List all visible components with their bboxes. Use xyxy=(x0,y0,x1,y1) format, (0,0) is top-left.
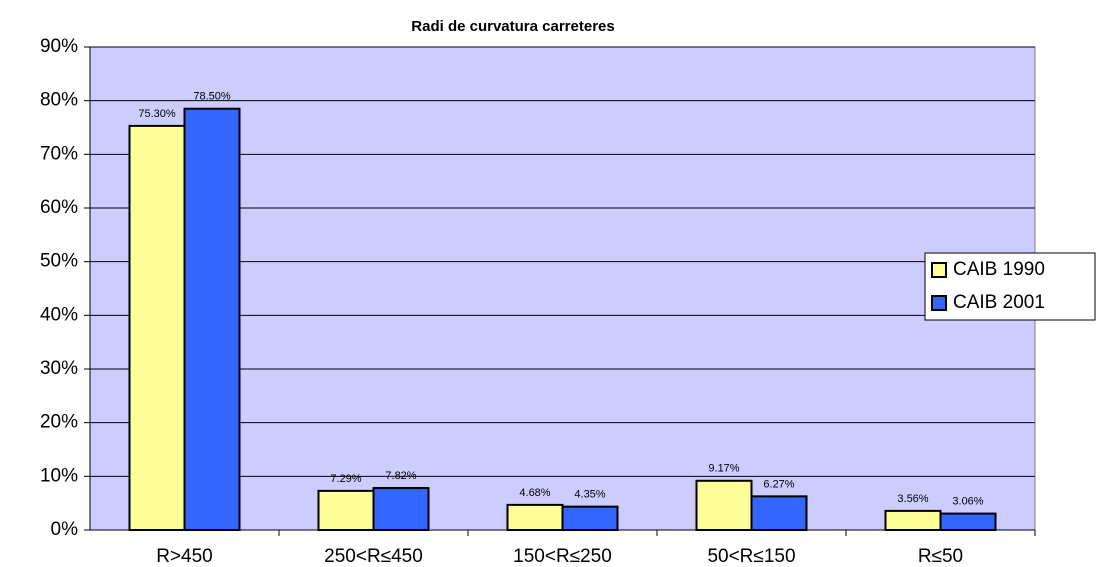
bar xyxy=(695,479,753,531)
y-tick-label: 70% xyxy=(40,143,78,164)
bar xyxy=(750,495,808,532)
bar xyxy=(561,505,619,531)
chart-title: Radi de curvatura carreteres xyxy=(411,18,614,35)
bar xyxy=(372,487,430,531)
legend-box xyxy=(924,252,1096,321)
y-tick-label: 40% xyxy=(40,304,78,325)
x-tick-label: R>450 xyxy=(156,546,213,567)
value-label: 78.50% xyxy=(193,91,231,103)
x-tick-label: 150<R≤250 xyxy=(513,546,612,567)
value-label: 7.82% xyxy=(385,470,416,482)
y-tick-label: 60% xyxy=(40,197,78,218)
y-tick-label: 30% xyxy=(40,358,78,379)
x-tick-label: R≤50 xyxy=(918,546,963,567)
value-label: 9.17% xyxy=(708,463,739,475)
legend-swatch xyxy=(931,295,947,311)
legend-swatch xyxy=(931,262,947,278)
y-tick-label: 20% xyxy=(40,412,78,433)
bar xyxy=(939,512,997,532)
bar xyxy=(884,509,942,531)
y-tick-label: 0% xyxy=(51,519,79,540)
value-label: 6.27% xyxy=(763,478,794,490)
value-label: 4.35% xyxy=(574,489,605,501)
value-label: 3.06% xyxy=(952,495,983,507)
bar xyxy=(183,107,241,531)
y-tick-label: 90% xyxy=(40,36,78,57)
value-label: 75.30% xyxy=(138,108,176,120)
y-tick-label: 10% xyxy=(40,465,78,486)
bar xyxy=(506,503,564,532)
bar xyxy=(128,124,186,531)
legend: CAIB 1990 CAIB 2001 xyxy=(924,252,1096,321)
legend-label: CAIB 1990 xyxy=(953,259,1045,280)
legend-label: CAIB 2001 xyxy=(953,292,1045,313)
bar xyxy=(317,489,375,532)
value-label: 4.68% xyxy=(519,487,550,499)
value-label: 7.29% xyxy=(330,473,361,485)
plot-area xyxy=(89,46,1036,531)
y-tick-label: 80% xyxy=(40,90,78,111)
y-tick-label: 50% xyxy=(40,251,78,272)
x-tick-label: 250<R≤450 xyxy=(324,546,423,567)
value-label: 3.56% xyxy=(897,493,928,505)
x-tick-label: 50<R≤150 xyxy=(707,546,795,567)
